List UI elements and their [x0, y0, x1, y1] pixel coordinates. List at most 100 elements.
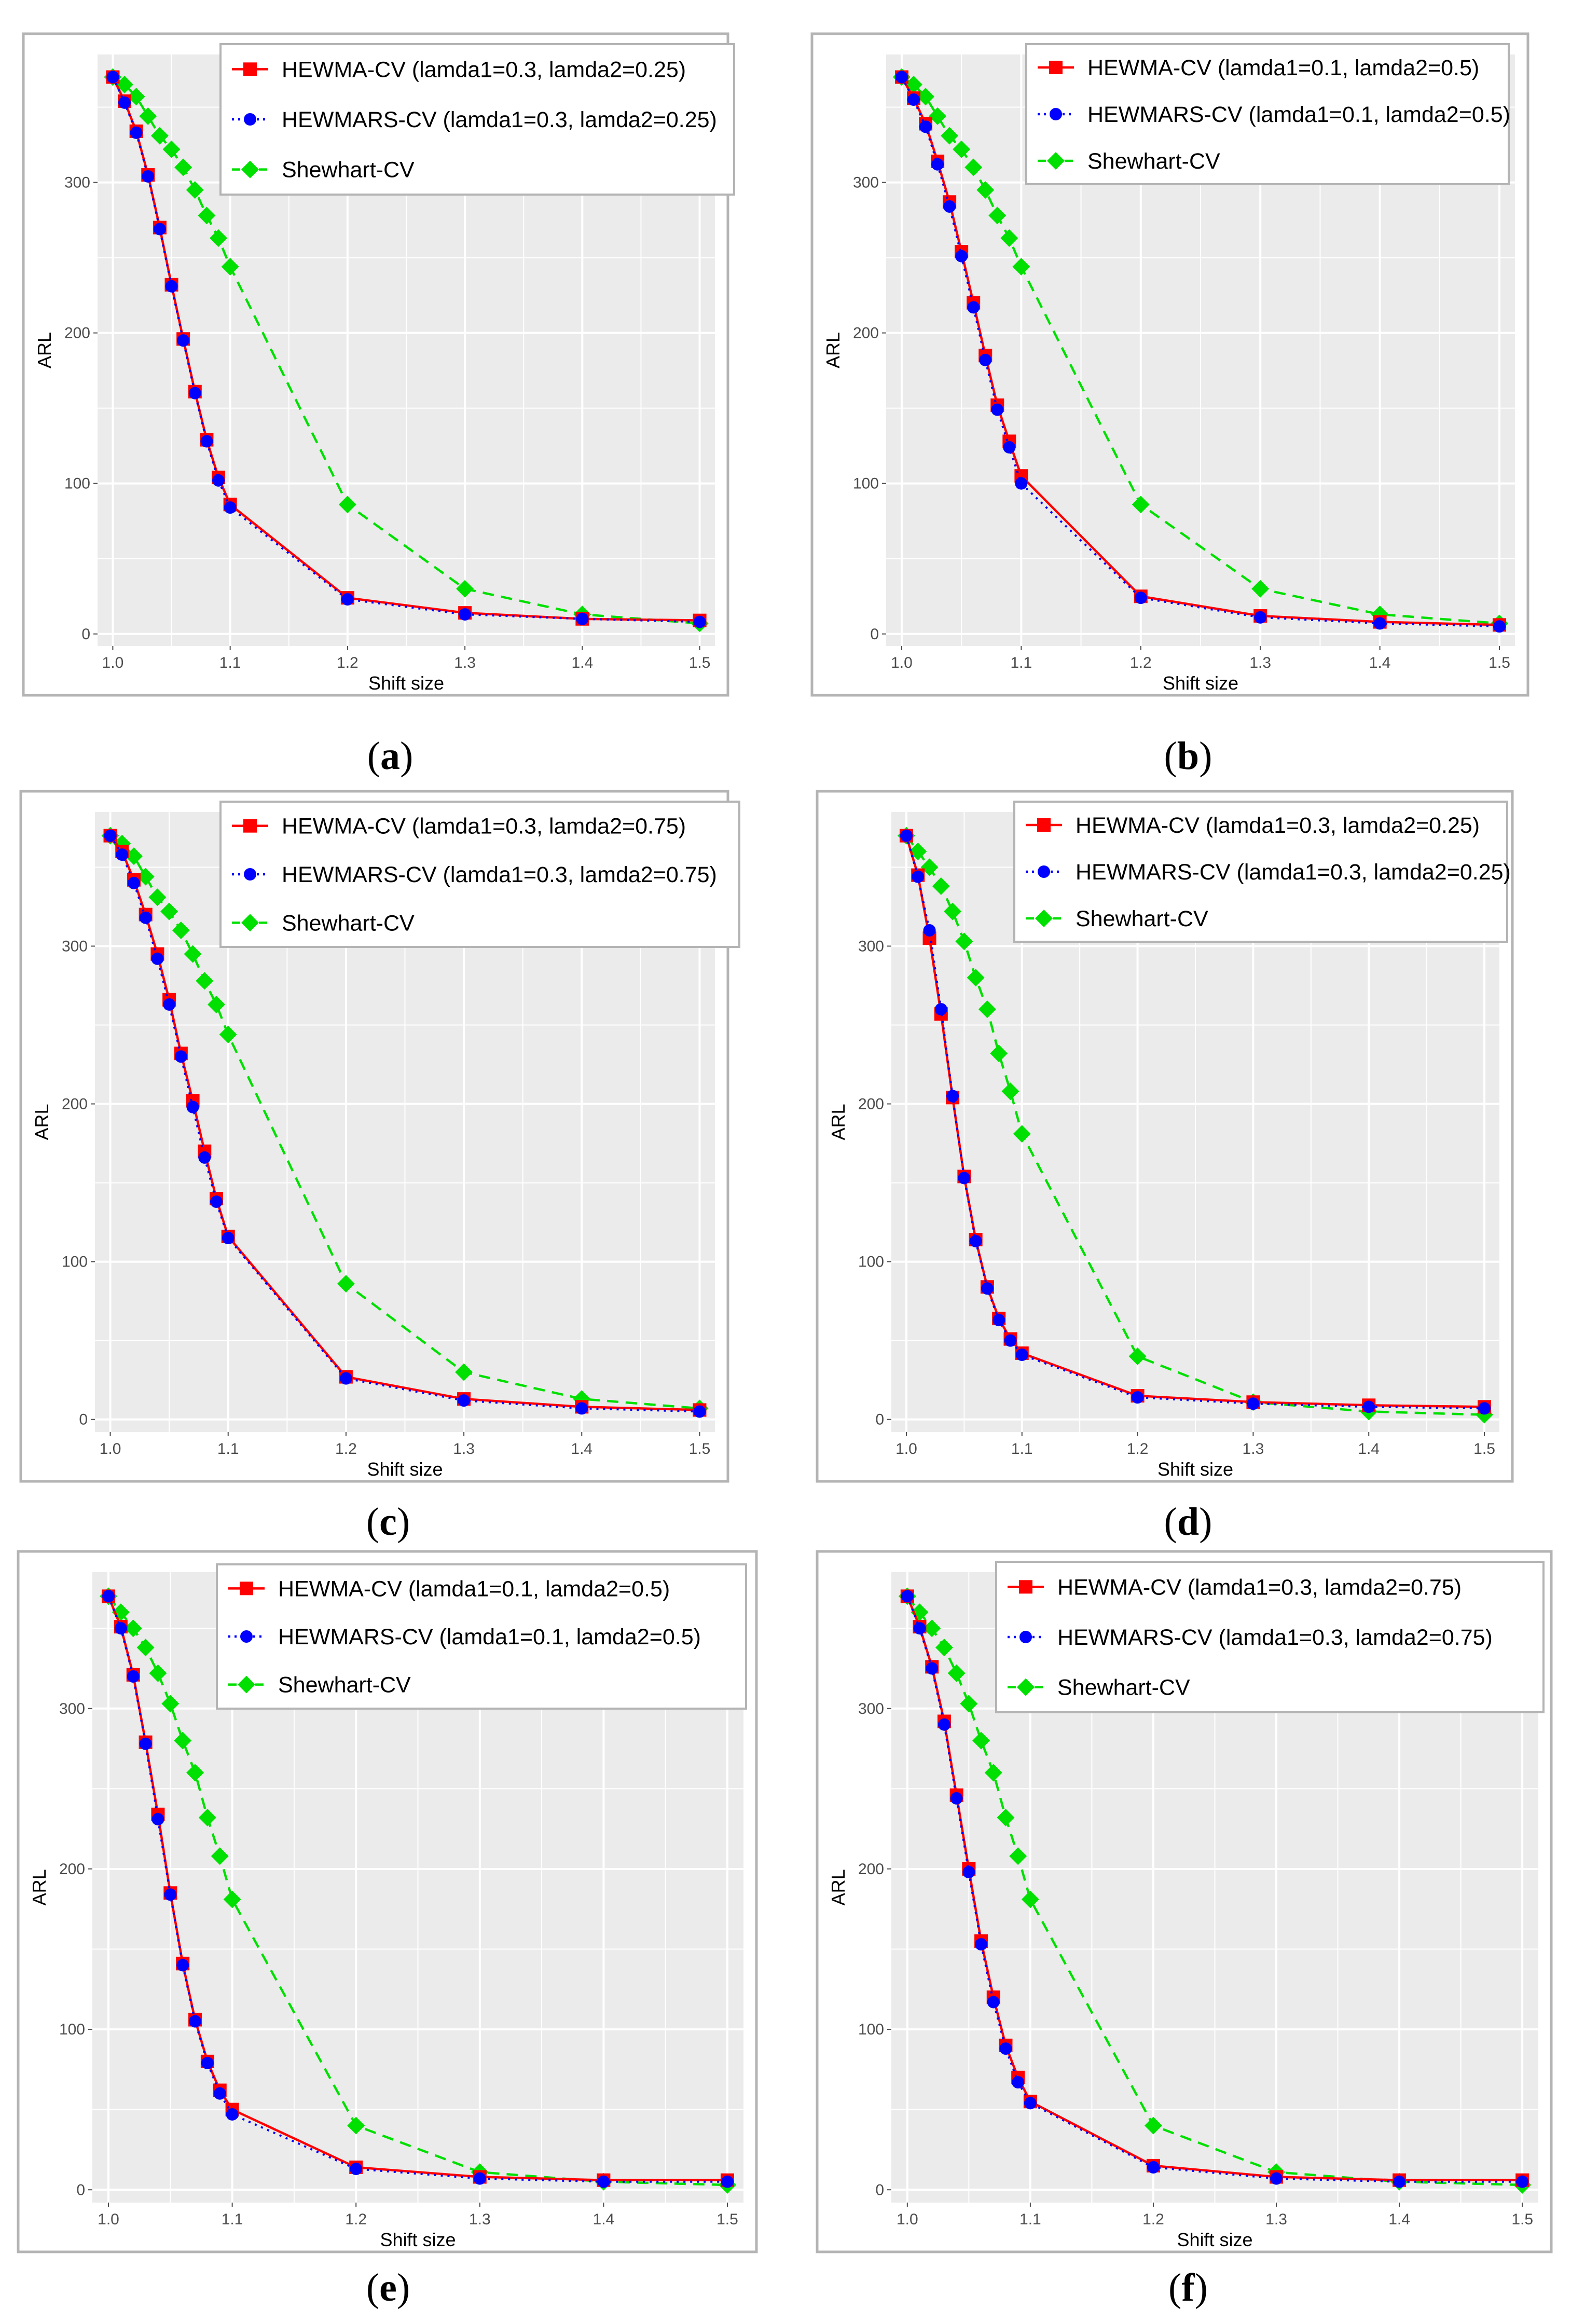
x-tick-label: 1.5: [1473, 1440, 1495, 1457]
data-point-hewmars: [177, 334, 190, 347]
data-point-shewhart: [161, 1695, 180, 1713]
legend-label-hewma: HEWMA-CV (lamda1=0.3, lamda2=0.25): [282, 57, 686, 82]
data-point-shewhart: [162, 140, 181, 158]
data-point-shewhart: [1132, 496, 1150, 514]
data-point-shewhart: [136, 868, 155, 886]
data-point-hewmars: [176, 1959, 189, 1972]
data-point-shewhart: [1013, 1125, 1031, 1143]
legend-key-marker-shewhart: [241, 160, 259, 178]
data-point-shewhart: [347, 2116, 365, 2135]
data-point-hewmars: [962, 1866, 975, 1879]
data-point-shewhart: [337, 1275, 355, 1293]
x-tick-label: 1.3: [454, 654, 476, 671]
legend-key-marker-shewhart: [1017, 1678, 1035, 1696]
data-point-hewmars: [1004, 1334, 1017, 1347]
data-point-shewhart: [198, 1809, 216, 1827]
data-point-hewmars: [186, 1101, 199, 1113]
data-point-shewhart: [929, 107, 947, 125]
data-point-hewmars: [339, 1372, 352, 1385]
caption-e: (e): [366, 2266, 410, 2309]
data-point-hewmars: [142, 170, 155, 183]
data-point-hewmars: [226, 2108, 239, 2121]
data-point-hewmars: [350, 2163, 363, 2176]
caption-a: (a): [367, 734, 414, 778]
data-point-hewmars: [987, 1996, 1000, 2009]
series-hewmars: [900, 829, 1491, 1415]
y-tick-label: 100: [62, 1254, 88, 1271]
data-point-hewmars: [923, 924, 936, 937]
series-hewmars: [102, 1590, 734, 2188]
data-point-shewhart: [976, 181, 995, 199]
data-point-shewhart: [932, 877, 950, 895]
x-tick-label: 1.3: [469, 2211, 491, 2228]
data-point-hewmars: [693, 615, 706, 628]
data-point-hewmars: [1134, 592, 1147, 604]
data-point-shewhart: [964, 158, 983, 176]
x-tick-label: 1.4: [1358, 1440, 1380, 1457]
legend-label-hewmars: HEWMARS-CV (lamda1=0.3, lamda2=0.25): [1076, 860, 1511, 885]
data-point-hewmars: [943, 200, 956, 213]
chart-panel-c: 1.0 1.1 1.2 1.3 1.4 1.5 0 100 200 300 Shift size AR…: [19, 790, 740, 1544]
data-point-hewmars: [473, 2172, 486, 2185]
data-point-hewmars: [1478, 1402, 1491, 1415]
legend-label-shewhart: Shewhart-CV: [282, 911, 415, 936]
data-point-shewhart: [953, 140, 971, 158]
x-tick-label: 1.5: [689, 1440, 711, 1457]
y-axis-title: ARL: [29, 1869, 50, 1905]
x-axis-title: Shift size: [1177, 2229, 1252, 2250]
data-point-hewmars: [201, 2057, 214, 2070]
data-point-hewmars: [597, 2175, 610, 2188]
data-point-hewmars: [931, 158, 944, 171]
data-point-shewhart: [997, 1809, 1015, 1827]
x-tick-label: 1.4: [571, 1440, 592, 1457]
data-point-shewhart: [150, 127, 169, 145]
legend-label-shewhart: Shewhart-CV: [1087, 149, 1220, 174]
data-point-shewhart: [947, 1664, 966, 1682]
data-point-hewmars: [174, 1050, 187, 1063]
data-point-hewmars: [1493, 620, 1506, 633]
data-point-hewmars: [969, 1235, 982, 1248]
data-point-shewhart: [941, 127, 959, 145]
y-tick-label: 0: [81, 626, 90, 643]
x-tick-label: 1.2: [335, 1440, 357, 1457]
caption-c: (c): [366, 1500, 410, 1544]
data-point-shewhart: [196, 972, 214, 990]
data-point-shewhart: [935, 1639, 953, 1657]
x-axis-title: Shift size: [1163, 672, 1238, 694]
x-tick-label: 1.5: [716, 2211, 738, 2228]
data-point-hewmars: [165, 280, 178, 293]
data-point-shewhart: [160, 902, 178, 920]
data-point-hewmars: [189, 2015, 202, 2028]
x-tick-label: 1.1: [222, 2211, 243, 2228]
legend: HEWMA-CV (lamda1=0.3, lamda2=0.75) HEWMAR…: [219, 801, 740, 948]
data-point-hewmars: [1147, 2161, 1160, 2174]
legend: HEWMA-CV (lamda1=0.1, lamda2=0.5) HEWMARS…: [1025, 43, 1510, 185]
data-point-hewmars: [979, 353, 992, 366]
data-point-hewmars: [900, 829, 913, 842]
data-point-shewhart: [909, 843, 927, 861]
legend-box: [219, 801, 740, 948]
data-point-hewmars: [213, 2087, 226, 2100]
y-axis-title: ARL: [31, 1104, 52, 1140]
data-point-shewhart: [338, 496, 356, 514]
data-point-hewmars: [1024, 2097, 1037, 2110]
data-point-hewmars: [919, 120, 932, 133]
data-point-hewmars: [1362, 1400, 1375, 1413]
x-tick-label: 1.2: [1130, 654, 1152, 671]
data-point-shewhart: [920, 858, 939, 876]
chart-panel-f: 1.0 1.1 1.2 1.3 1.4 1.5 0 100 200 300 Shift size AR…: [816, 1550, 1553, 2309]
data-point-hewmars: [907, 93, 920, 106]
x-tick-label: 1.1: [1019, 2211, 1041, 2228]
caption-d: (d): [1164, 1500, 1212, 1544]
series-line-shewhart: [109, 834, 700, 1410]
data-point-shewhart: [944, 902, 962, 920]
legend-key-marker-hewma: [1037, 818, 1051, 832]
legend: HEWMA-CV (lamda1=0.1, lamda2=0.5) HEWMARS…: [216, 1563, 747, 1710]
x-axis-title: Shift size: [368, 672, 444, 694]
legend-box: [216, 1563, 747, 1710]
legend-label-hewma: HEWMA-CV (lamda1=0.1, lamda2=0.5): [278, 1576, 670, 1601]
data-point-hewmars: [1247, 1397, 1260, 1410]
data-point-hewmars: [210, 1195, 223, 1208]
data-point-shewhart: [186, 1764, 204, 1782]
data-point-hewmars: [222, 1231, 235, 1244]
